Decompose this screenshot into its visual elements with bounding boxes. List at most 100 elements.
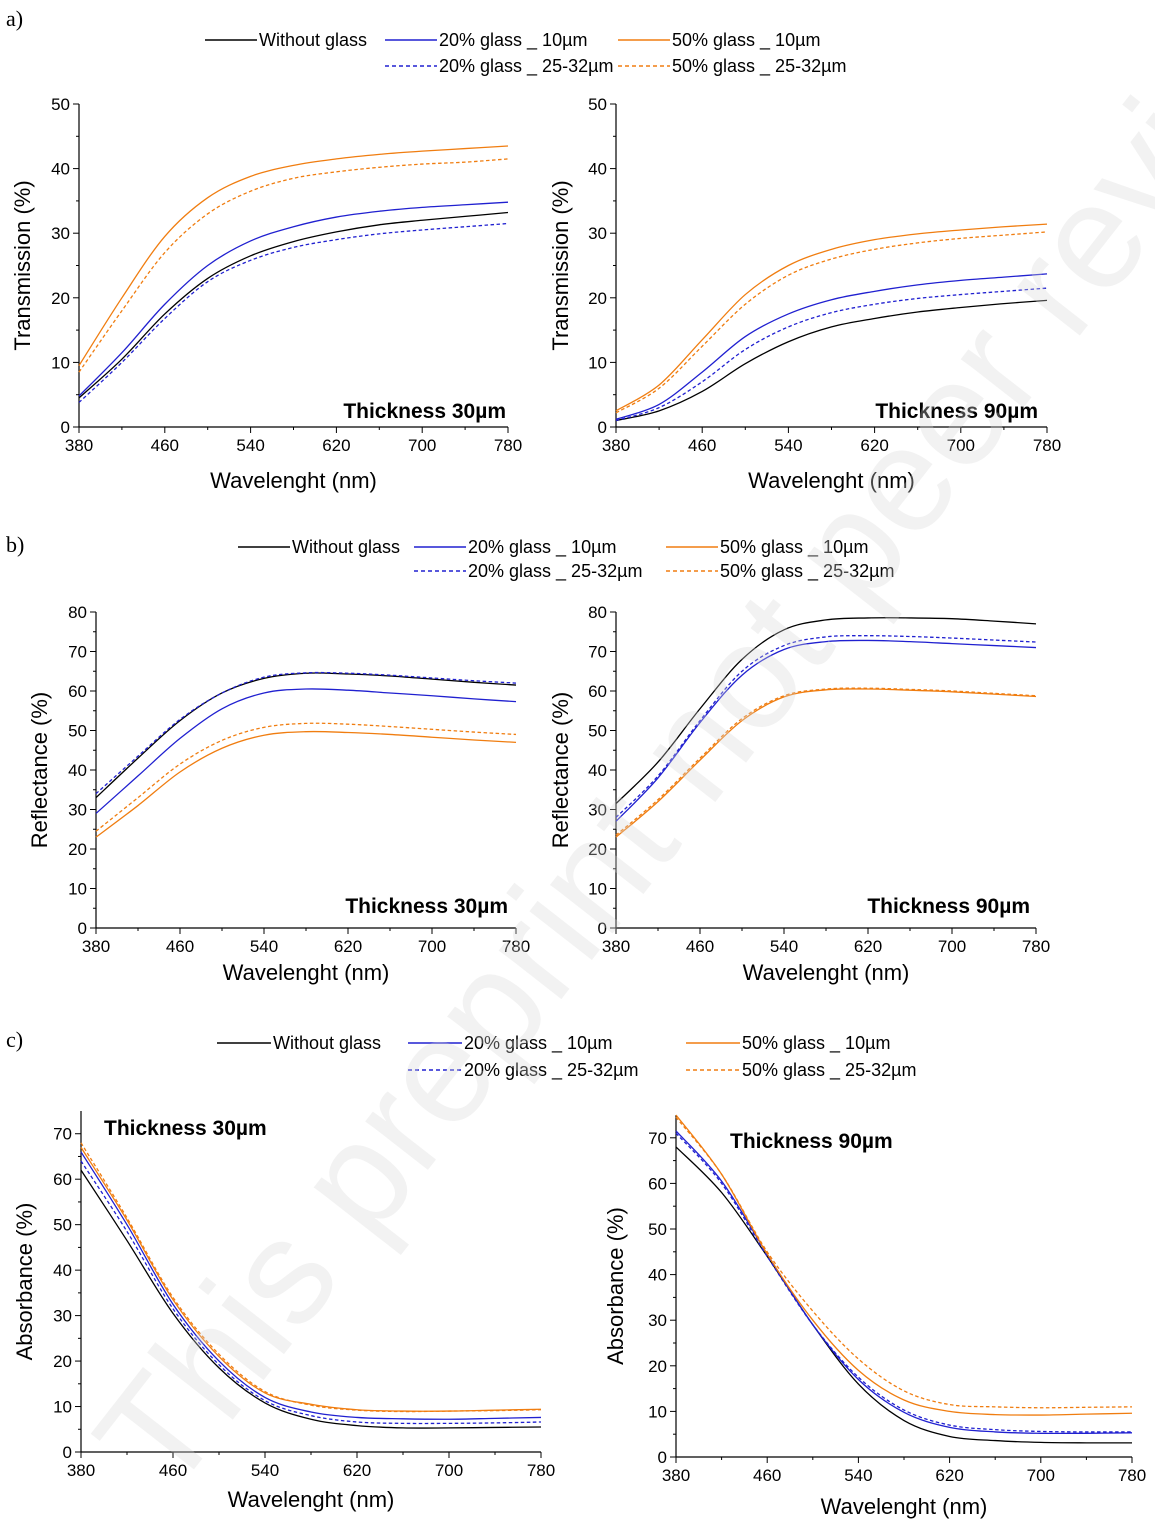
- series-line-20-glass-10-m: [615, 273, 1048, 420]
- x-tick-label: 700: [947, 436, 975, 455]
- x-tick-label: 780: [502, 937, 530, 956]
- legend-label: 50% glass _ 10µm: [720, 537, 868, 558]
- x-tick-label: 380: [65, 436, 93, 455]
- x-tick-label: 700: [408, 436, 436, 455]
- y-tick-label: 80: [68, 603, 87, 622]
- x-tick-label: 700: [938, 937, 966, 956]
- x-tick-label: 540: [250, 937, 278, 956]
- legend-label: 50% glass _ 25-32µm: [742, 1060, 916, 1081]
- legend-b: Without glass 20% glass _ 10µm 50% glass _…: [238, 537, 894, 582]
- y-tick-label: 0: [63, 1443, 72, 1462]
- x-tick-label: 380: [67, 1461, 95, 1480]
- series-line-50-glass-10-m: [78, 145, 509, 366]
- thickness-annotation: Thickness 90µm: [730, 1130, 893, 1153]
- series-line-without-glass: [675, 1146, 1133, 1444]
- y-tick-label: 0: [598, 919, 607, 938]
- series-line-50-glass-25-32-m: [78, 158, 509, 373]
- y-tick-label: 60: [588, 682, 607, 701]
- legend-label: 20% glass _ 10µm: [468, 537, 616, 558]
- series-line-without-glass: [80, 1169, 542, 1429]
- x-tick-label: 380: [82, 937, 110, 956]
- series-line-50-glass-10-m: [615, 688, 1037, 838]
- y-tick-label: 0: [61, 418, 70, 437]
- x-tick-label: 540: [251, 1461, 279, 1480]
- thickness-annotation: Thickness 30µm: [345, 895, 508, 918]
- x-tick-label: 620: [854, 937, 882, 956]
- x-tick-label: 380: [602, 436, 630, 455]
- y-tick-label: 40: [53, 1261, 72, 1280]
- series-line-50-glass-10-m: [80, 1147, 542, 1412]
- series-line-50-glass-25-32-m: [615, 231, 1048, 414]
- panel-label-c: c): [6, 1027, 23, 1052]
- x-tick-label: 700: [435, 1461, 463, 1480]
- series-line-without-glass: [95, 672, 517, 799]
- series-line-20-glass-10-m: [80, 1151, 542, 1420]
- series-line-without-glass: [615, 299, 1048, 422]
- series-line-50-glass-25-32-m: [675, 1116, 1133, 1409]
- y-tick-label: 70: [53, 1125, 72, 1144]
- y-tick-label: 10: [588, 353, 607, 372]
- x-tick-label: 460: [151, 436, 179, 455]
- y-tick-label: 10: [53, 1398, 72, 1417]
- thickness-annotation: Thickness 30µm: [104, 1117, 267, 1140]
- y-tick-label: 30: [588, 801, 607, 820]
- y-tick-label: 50: [51, 95, 70, 114]
- y-tick-label: 50: [68, 722, 87, 741]
- legend-label: 50% glass _ 10µm: [672, 30, 820, 51]
- x-tick-label: 460: [159, 1461, 187, 1480]
- y-tick-label: 10: [68, 880, 87, 899]
- y-tick-label: 50: [53, 1216, 72, 1235]
- panel-label-b: b): [6, 532, 24, 557]
- x-tick-label: 700: [418, 937, 446, 956]
- legend-label: 50% glass _ 10µm: [742, 1033, 890, 1054]
- legend-label: Without glass: [273, 1033, 381, 1053]
- series-line-50-glass-10-m: [95, 730, 517, 838]
- legend-c: Without glass 20% glass _ 10µm 50% glass _…: [217, 1033, 916, 1081]
- y-tick-label: 60: [648, 1174, 667, 1193]
- y-tick-label: 40: [68, 761, 87, 780]
- x-tick-label: 460: [686, 937, 714, 956]
- series-line-20-glass-10-m: [78, 201, 509, 397]
- y-tick-label: 60: [53, 1170, 72, 1189]
- y-tick-label: 40: [648, 1266, 667, 1285]
- chart-reflectance-30um: 380 460 540 620 700 780 0 10 20 30 40 50 60 70 80 Wavel…: [27, 603, 530, 985]
- y-tick-label: 30: [588, 224, 607, 243]
- y-tick-label: 10: [588, 880, 607, 899]
- x-axis-title: Wavelenght (nm): [743, 960, 910, 985]
- y-tick-label: 10: [648, 1402, 667, 1421]
- y-axis-title: Transmission (%): [548, 180, 573, 350]
- y-tick-label: 20: [648, 1357, 667, 1376]
- x-tick-label: 380: [602, 937, 630, 956]
- x-tick-label: 540: [844, 1466, 872, 1485]
- x-tick-label: 380: [662, 1466, 690, 1485]
- chart-reflectance-90um: 380 460 540 620 700 780 0 10 20 30 40 50 60 70 80 Wavel…: [548, 603, 1050, 985]
- y-tick-label: 50: [588, 722, 607, 741]
- y-tick-label: 30: [648, 1311, 667, 1330]
- y-axis-title: Reflectance (%): [548, 692, 573, 849]
- x-tick-label: 780: [1022, 937, 1050, 956]
- series-line-without-glass: [78, 211, 509, 399]
- x-tick-label: 540: [770, 937, 798, 956]
- x-axis-title: Wavelenght (nm): [821, 1494, 988, 1519]
- y-tick-label: 70: [68, 643, 87, 662]
- x-axis-title: Wavelenght (nm): [748, 468, 915, 493]
- legend-label: Without glass: [259, 30, 367, 50]
- y-tick-label: 20: [53, 1352, 72, 1371]
- x-tick-label: 540: [236, 436, 264, 455]
- y-tick-label: 50: [588, 95, 607, 114]
- y-tick-label: 20: [588, 840, 607, 859]
- x-axis-title: Wavelenght (nm): [210, 468, 377, 493]
- y-tick-label: 0: [658, 1448, 667, 1467]
- x-axis-title: Wavelenght (nm): [228, 1487, 395, 1512]
- series-line-20-glass-10-m: [95, 688, 517, 814]
- y-axis-title: Absorbance (%): [12, 1203, 37, 1361]
- x-tick-label: 780: [1118, 1466, 1146, 1485]
- thickness-annotation: Thickness 30µm: [343, 400, 506, 423]
- legend-label: 50% glass _ 25-32µm: [672, 56, 846, 77]
- legend-label: 50% glass _ 25-32µm: [720, 561, 894, 582]
- x-tick-label: 700: [1027, 1466, 1055, 1485]
- x-tick-label: 460: [753, 1466, 781, 1485]
- x-tick-label: 620: [343, 1461, 371, 1480]
- x-tick-label: 620: [860, 436, 888, 455]
